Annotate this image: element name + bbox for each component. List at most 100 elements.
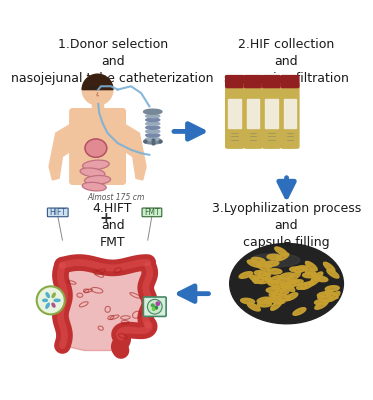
Ellipse shape [272, 288, 284, 297]
Ellipse shape [271, 298, 285, 304]
FancyBboxPatch shape [265, 99, 278, 128]
Ellipse shape [264, 142, 279, 148]
Ellipse shape [282, 142, 297, 148]
Ellipse shape [85, 176, 111, 184]
FancyBboxPatch shape [143, 297, 166, 316]
Ellipse shape [275, 247, 287, 256]
Ellipse shape [250, 254, 300, 267]
Ellipse shape [146, 122, 160, 126]
Ellipse shape [274, 284, 287, 292]
Ellipse shape [146, 130, 160, 133]
Wedge shape [82, 74, 113, 90]
Ellipse shape [276, 290, 289, 297]
Ellipse shape [269, 292, 283, 298]
Ellipse shape [275, 295, 289, 300]
Polygon shape [62, 265, 148, 350]
Ellipse shape [82, 160, 109, 170]
Ellipse shape [286, 280, 299, 289]
Circle shape [37, 286, 65, 314]
Ellipse shape [314, 300, 329, 305]
Ellipse shape [267, 254, 281, 260]
Ellipse shape [146, 134, 160, 137]
Ellipse shape [82, 182, 106, 191]
FancyBboxPatch shape [263, 76, 280, 88]
Ellipse shape [266, 287, 280, 293]
Ellipse shape [146, 138, 160, 141]
FancyBboxPatch shape [244, 83, 262, 148]
Ellipse shape [277, 296, 291, 301]
Ellipse shape [271, 300, 282, 310]
Ellipse shape [294, 266, 307, 272]
Ellipse shape [283, 282, 295, 292]
Circle shape [156, 302, 159, 305]
Ellipse shape [285, 293, 298, 300]
Ellipse shape [258, 272, 271, 280]
Ellipse shape [251, 257, 265, 263]
Ellipse shape [276, 253, 289, 261]
FancyBboxPatch shape [263, 83, 280, 148]
Ellipse shape [46, 303, 49, 308]
Text: FMT: FMT [144, 208, 160, 217]
Circle shape [151, 304, 154, 307]
Circle shape [147, 299, 162, 314]
Ellipse shape [276, 293, 289, 300]
Ellipse shape [329, 292, 340, 301]
FancyBboxPatch shape [281, 76, 299, 88]
Circle shape [153, 308, 155, 310]
Ellipse shape [254, 271, 268, 276]
Ellipse shape [325, 286, 339, 291]
Ellipse shape [311, 272, 323, 282]
Ellipse shape [239, 272, 253, 278]
Ellipse shape [325, 290, 338, 298]
Ellipse shape [85, 139, 107, 157]
Ellipse shape [267, 281, 281, 288]
Ellipse shape [268, 276, 281, 283]
Ellipse shape [228, 142, 242, 148]
Ellipse shape [246, 142, 260, 148]
Ellipse shape [46, 293, 49, 298]
FancyBboxPatch shape [92, 103, 103, 114]
Ellipse shape [52, 293, 55, 298]
Ellipse shape [303, 272, 317, 278]
FancyBboxPatch shape [228, 99, 241, 128]
Ellipse shape [288, 272, 300, 281]
Ellipse shape [327, 269, 339, 278]
FancyBboxPatch shape [226, 83, 244, 148]
Ellipse shape [314, 276, 328, 282]
Ellipse shape [52, 303, 55, 307]
Ellipse shape [301, 281, 314, 289]
Polygon shape [49, 123, 72, 180]
Ellipse shape [248, 303, 260, 311]
Ellipse shape [257, 264, 270, 271]
Ellipse shape [268, 269, 282, 274]
Ellipse shape [146, 114, 160, 118]
FancyBboxPatch shape [244, 76, 262, 88]
Ellipse shape [257, 273, 271, 279]
Ellipse shape [318, 295, 332, 301]
Ellipse shape [309, 276, 320, 286]
Ellipse shape [305, 269, 317, 277]
FancyBboxPatch shape [281, 83, 299, 148]
FancyBboxPatch shape [47, 208, 68, 217]
Text: 1.Donor selection
and
nasojejunal tube catheterization: 1.Donor selection and nasojejunal tube c… [11, 38, 214, 85]
Ellipse shape [230, 244, 344, 324]
Ellipse shape [289, 280, 303, 286]
Ellipse shape [317, 292, 331, 298]
Ellipse shape [280, 273, 294, 279]
Text: 3.Lyophilization process
and
capsule filling: 3.Lyophilization process and capsule fil… [212, 202, 361, 249]
Ellipse shape [253, 276, 266, 282]
Ellipse shape [305, 262, 317, 271]
Ellipse shape [144, 139, 162, 144]
Ellipse shape [146, 126, 160, 129]
Text: 2.HIF collection
and
successive filtration: 2.HIF collection and successive filtrati… [224, 38, 349, 85]
Ellipse shape [144, 109, 162, 114]
Ellipse shape [281, 281, 293, 290]
Ellipse shape [43, 299, 47, 302]
Ellipse shape [273, 283, 286, 290]
Ellipse shape [293, 308, 306, 315]
Ellipse shape [323, 262, 335, 272]
Ellipse shape [258, 262, 272, 268]
Ellipse shape [290, 267, 304, 272]
FancyBboxPatch shape [247, 99, 260, 128]
Ellipse shape [247, 260, 260, 267]
